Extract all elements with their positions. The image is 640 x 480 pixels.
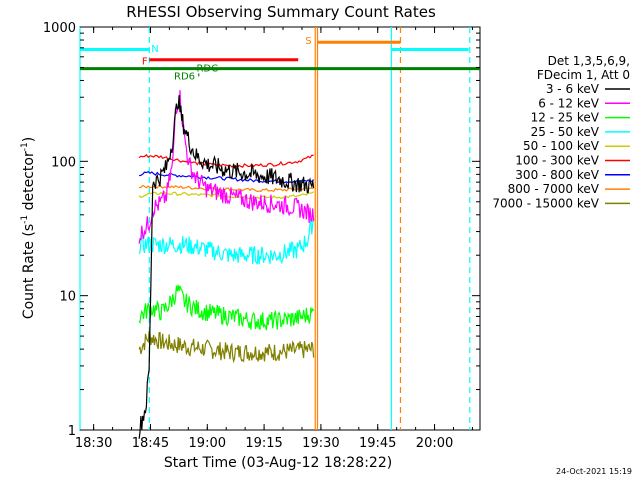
y-tick-label: 10: [59, 290, 76, 305]
flag-label: S: [305, 36, 311, 47]
y-tick-label: 1: [68, 424, 76, 439]
series-line: [138, 95, 315, 439]
legend: Det 1,3,5,6,9, FDecim 1, Att 0 3 - 6 keV…: [492, 54, 630, 210]
legend-label: 12 - 25 keV: [531, 111, 600, 125]
series-line: [138, 171, 315, 184]
legend-label: 50 - 100 keV: [523, 139, 600, 153]
series-line: [138, 284, 315, 331]
x-tick-label: 19:45: [359, 436, 396, 451]
legend-label: 300 - 800 keV: [515, 168, 599, 182]
legend-header-line: FDecim 1, Att 0: [537, 68, 630, 82]
y-axis-label: Count Rate (s-1 detector-1): [20, 137, 37, 319]
y-tick-label: 1000: [43, 21, 76, 36]
flag-label: RD6: [174, 72, 195, 83]
x-axis-label: Start Time (03-Aug-12 18:28:22): [164, 455, 392, 471]
flag-label: N: [151, 44, 158, 55]
x-tick-label: 19:15: [245, 436, 282, 451]
y-tick-label: 100: [51, 155, 76, 170]
legend-label: 100 - 300 keV: [515, 154, 599, 168]
legend-label: 6 - 12 keV: [538, 96, 600, 110]
timestamp: 24-Oct-2021 15:19: [556, 467, 632, 476]
series-line: [138, 218, 315, 265]
x-tick-label: 20:00: [416, 436, 453, 451]
flag-label: F: [142, 56, 148, 67]
legend-label: 3 - 6 keV: [546, 82, 600, 96]
y-axis: 1 10 100 1000: [43, 21, 480, 439]
legend-header-line: Det 1,3,5,6,9,: [548, 54, 630, 68]
chart-title: RHESSI Observing Summary Count Rates: [126, 3, 436, 21]
flag-label: RDC: [196, 63, 218, 74]
x-tick-label: 19:30: [302, 436, 339, 451]
plot-frame: [79, 26, 481, 431]
x-tick-label: 18:45: [132, 436, 169, 451]
x-tick-label: 18:30: [75, 436, 112, 451]
x-axis: 18:30 18:45 19:00 19:15 19:30 19:45 20:00: [75, 27, 473, 451]
legend-label: 25 - 50 keV: [531, 125, 600, 139]
legend-label: 7000 - 15000 keV: [492, 196, 599, 210]
series-line: [138, 330, 315, 364]
x-tick-label: 19:00: [189, 436, 226, 451]
legend-label: 800 - 7000 keV: [508, 182, 600, 196]
series-line: [138, 90, 315, 244]
